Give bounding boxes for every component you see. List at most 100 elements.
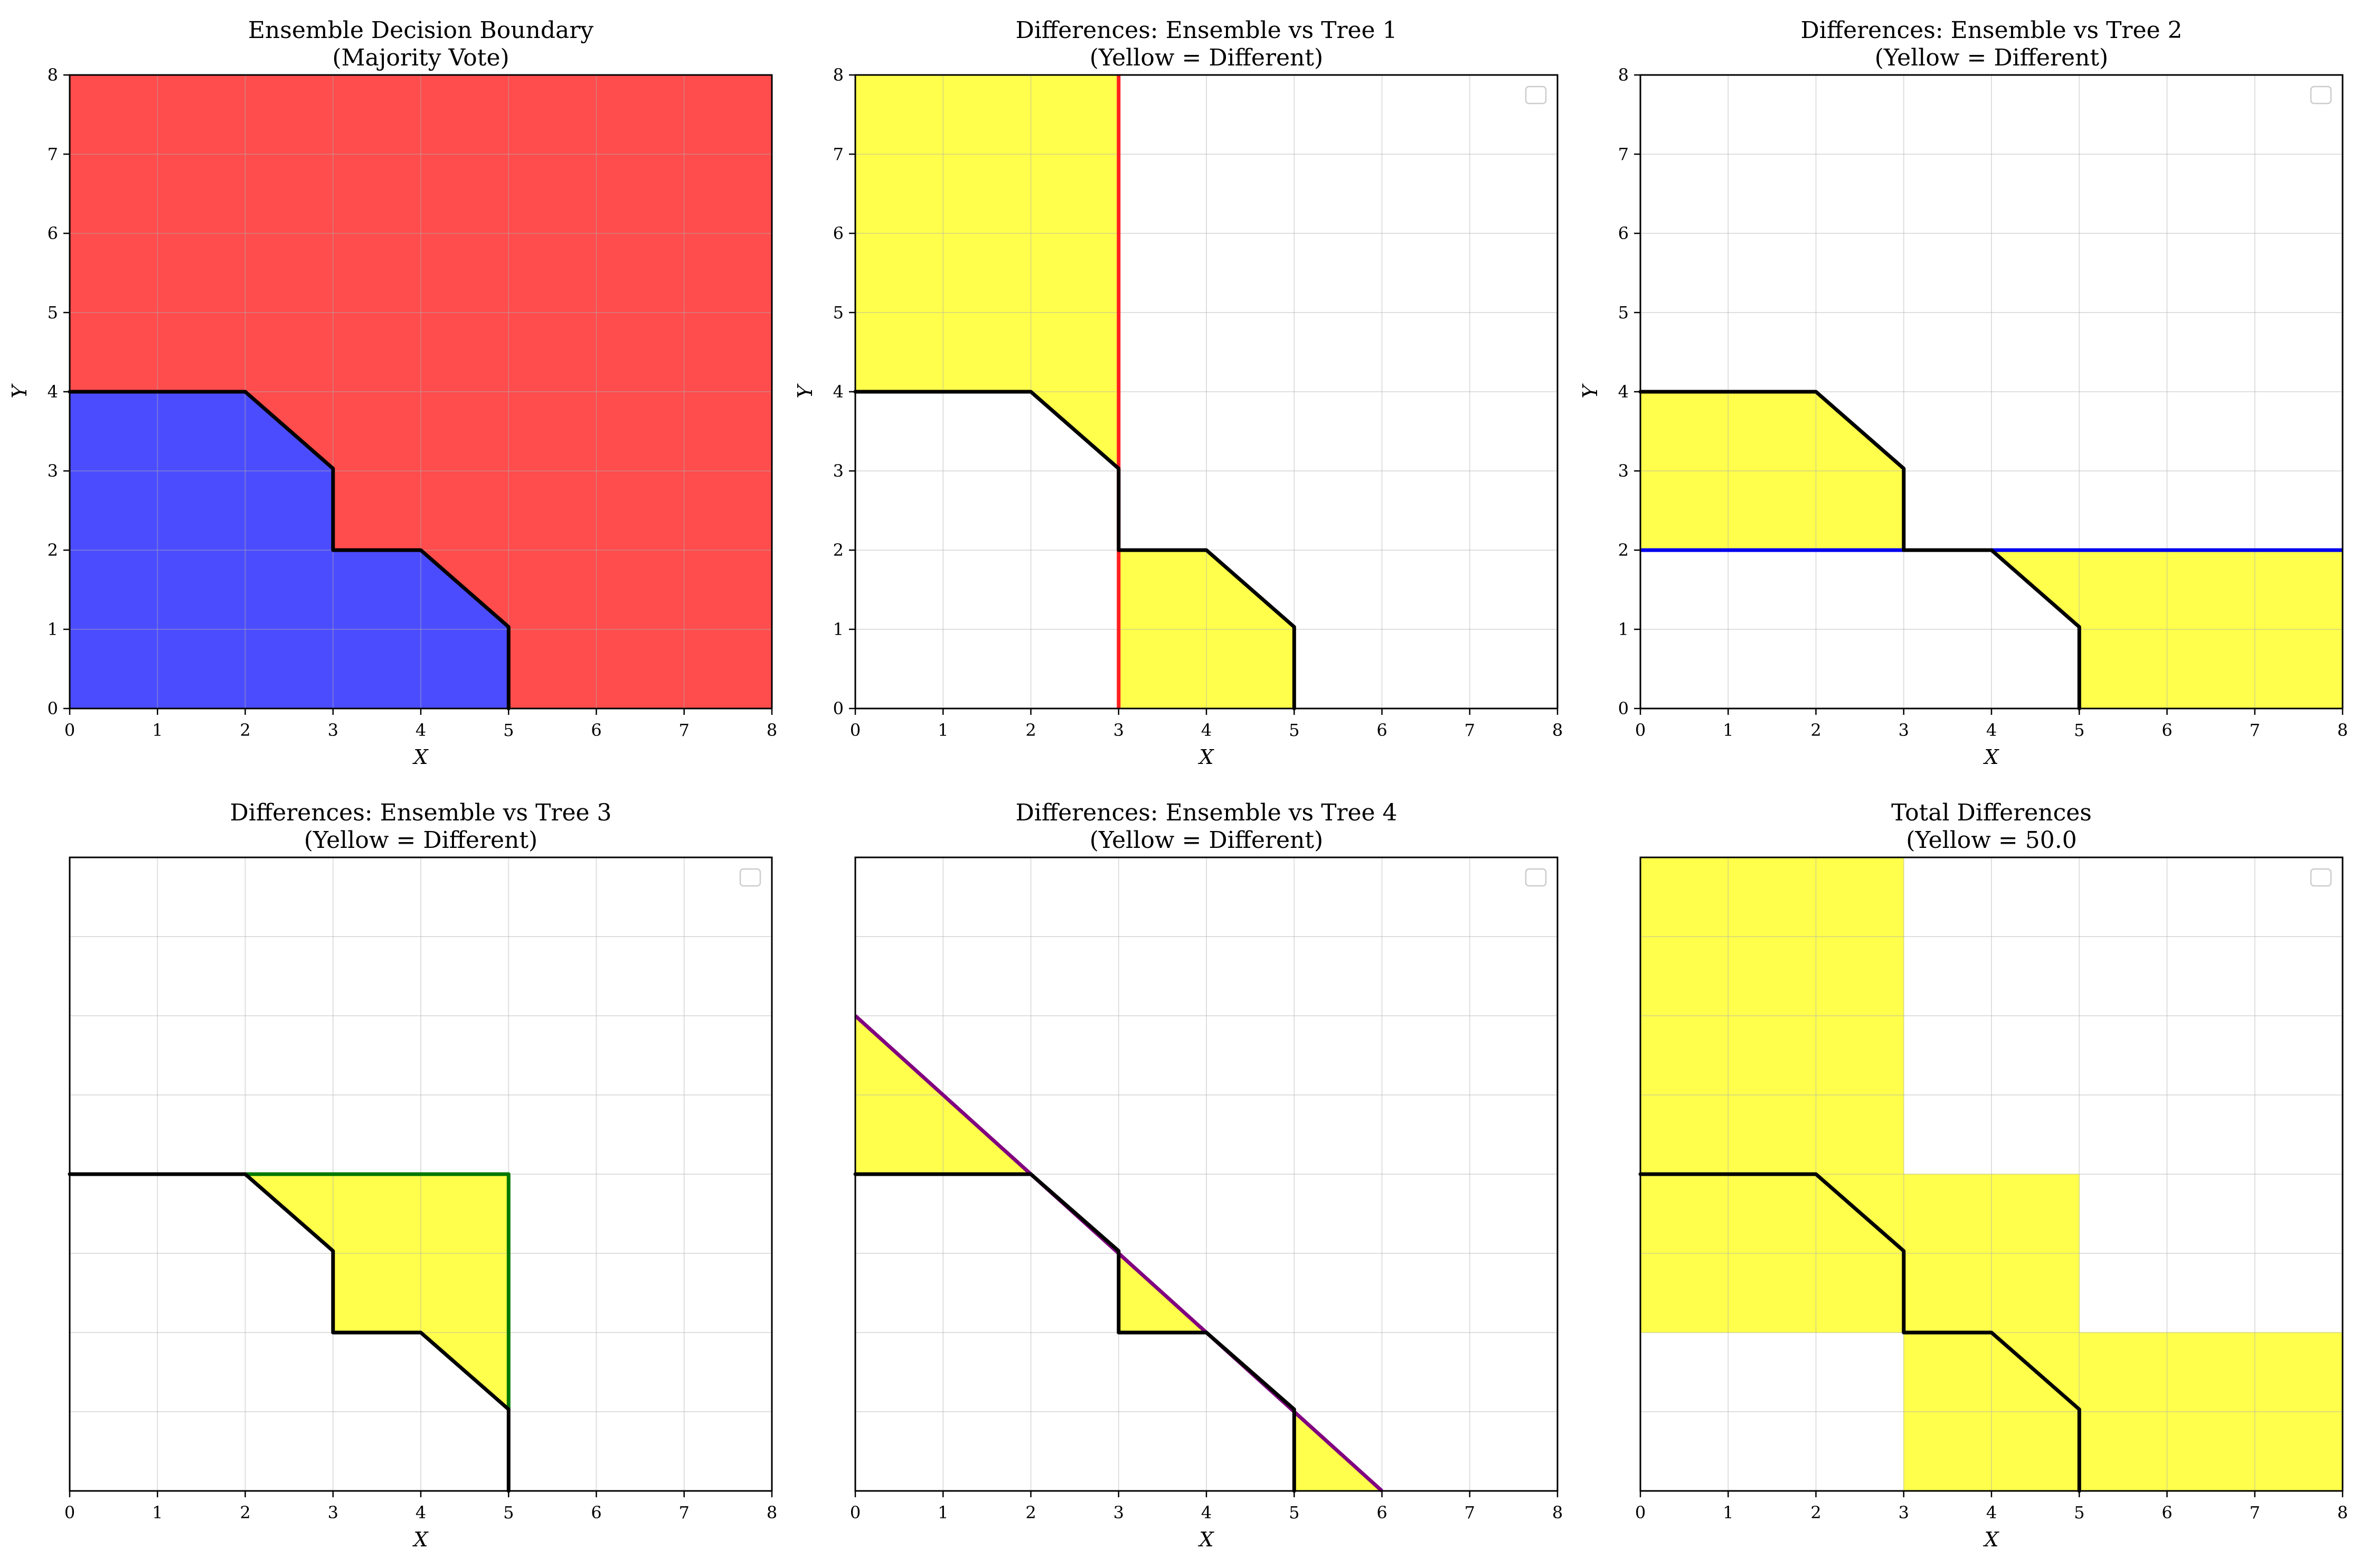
x-tick-label: 3 <box>1899 720 1909 740</box>
chart-title-line-2: (Yellow = 50.0 <box>1906 827 2077 854</box>
x-tick-label: 2 <box>1810 720 1821 740</box>
x-tick-label: 0 <box>1635 1503 1646 1523</box>
y-axis-label: Y <box>1579 383 1602 399</box>
subplot-2: 0 1 2 3 4 5 6 7 8 0 1 2 3 4 5 6 7 8 X Y Differences: Ensembl… <box>794 17 1563 769</box>
x-tick-label: 1 <box>938 1503 948 1523</box>
y-tick-label: 8 <box>1618 65 1629 85</box>
y-tick-label: 4 <box>48 382 58 402</box>
x-tick-label: 1 <box>152 1503 163 1523</box>
x-tick-label: 3 <box>1113 720 1124 740</box>
ensemble-boundary-line <box>853 390 1296 711</box>
legend-box <box>1525 86 1547 105</box>
y-tick-label: 5 <box>1618 303 1629 323</box>
x-tick-label: 2 <box>240 1503 250 1523</box>
y-axis-label: Y <box>794 383 817 399</box>
x-tick-label: 0 <box>64 1503 75 1523</box>
subplot-1: 0 1 2 3 4 5 6 7 8 0 1 2 3 4 5 6 7 8 X Y Ensemble Decision Bo… <box>8 17 777 769</box>
x-tick-label: 6 <box>2161 1503 2172 1523</box>
subplot-4: 0 1 2 3 4 5 6 7 8 X Differences: Ensemble vs Tree … <box>64 799 777 1551</box>
y-tick-label: 1 <box>833 619 844 639</box>
y-tick-label: 6 <box>48 223 58 243</box>
x-tick-label: 6 <box>591 720 601 740</box>
y-tick-label: 3 <box>1618 461 1629 481</box>
y-tick-label: 6 <box>833 223 844 243</box>
x-tick-label: 2 <box>1025 720 1036 740</box>
x-tick-label: 1 <box>1723 1503 1733 1523</box>
x-tick-label: 0 <box>1635 720 1646 740</box>
x-tick-label: 6 <box>591 1503 601 1523</box>
x-tick-label: 2 <box>240 720 250 740</box>
x-axis-label: X <box>1983 1528 1999 1551</box>
x-tick-label: 7 <box>679 1503 690 1523</box>
y-tick-label: 4 <box>833 382 844 402</box>
legend-box <box>739 868 761 887</box>
chart-title-line-2: (Yellow = Different) <box>304 827 537 854</box>
legend-box <box>1525 868 1547 887</box>
x-tick-label: 8 <box>2337 1503 2348 1523</box>
ensemble-boundary-line <box>1638 1172 2081 1493</box>
y-tick-label: 0 <box>1618 698 1629 719</box>
chart-title-line-2: (Majority Vote) <box>332 44 509 71</box>
x-axis-label: X <box>1983 745 1999 769</box>
x-tick-label: 7 <box>1465 720 1475 740</box>
y-tick-label: 7 <box>833 144 844 164</box>
x-tick-label: 7 <box>2250 1503 2260 1523</box>
ensemble-boundary-line <box>853 1172 1296 1493</box>
x-tick-label: 8 <box>767 1503 777 1523</box>
x-tick-label: 3 <box>328 720 338 740</box>
chart-title-line-2: (Yellow = Different) <box>1090 827 1323 854</box>
y-tick-label: 0 <box>833 698 844 719</box>
subplot-3: 0 1 2 3 4 5 6 7 8 0 1 2 3 4 5 6 7 8 X Y Differences: Ensembl… <box>1579 17 2348 769</box>
x-tick-label: 5 <box>2074 720 2084 740</box>
y-tick-label: 4 <box>1618 382 1629 402</box>
y-tick-label: 8 <box>48 65 58 85</box>
chart-title-line-1: Differences: Ensemble vs Tree 2 <box>1800 17 2182 44</box>
chart-title-line-1: Differences: Ensemble vs Tree 1 <box>1015 17 1397 44</box>
y-tick-label: 7 <box>48 144 58 164</box>
x-tick-label: 1 <box>152 720 163 740</box>
legend-box <box>2310 86 2332 105</box>
x-tick-label: 3 <box>328 1503 338 1523</box>
x-tick-label: 5 <box>503 1503 514 1523</box>
x-tick-label: 6 <box>2161 720 2172 740</box>
split-line-1 <box>245 1172 511 1410</box>
x-axis-label: X <box>1197 1528 1214 1551</box>
y-tick-label: 2 <box>48 540 58 560</box>
x-tick-label: 1 <box>1723 720 1733 740</box>
x-tick-label: 2 <box>1810 1503 1821 1523</box>
y-tick-label: 2 <box>833 540 844 560</box>
ensemble-boundary-line <box>68 1172 511 1493</box>
chart-title-line-2: (Yellow = Different) <box>1875 44 2108 71</box>
x-tick-label: 5 <box>2074 1503 2084 1523</box>
chart-title-line-1: Differences: Ensemble vs Tree 4 <box>1015 799 1397 826</box>
x-tick-label: 4 <box>1201 1503 1212 1523</box>
y-tick-label: 5 <box>833 303 844 323</box>
x-tick-label: 8 <box>2337 720 2348 740</box>
x-tick-label: 5 <box>1289 1503 1299 1523</box>
y-tick-label: 6 <box>1618 223 1629 243</box>
x-axis-label: X <box>412 745 429 769</box>
x-tick-label: 6 <box>1376 1503 1387 1523</box>
x-tick-label: 0 <box>850 720 861 740</box>
x-tick-label: 8 <box>767 720 777 740</box>
x-tick-label: 7 <box>2250 720 2260 740</box>
x-tick-label: 8 <box>1552 720 1563 740</box>
x-tick-label: 2 <box>1025 1503 1036 1523</box>
x-axis-label: X <box>412 1528 429 1551</box>
x-tick-label: 1 <box>938 720 948 740</box>
x-tick-label: 4 <box>1201 720 1212 740</box>
subplot-5: 0 1 2 3 4 5 6 7 8 X Differences: Ensemble vs Tree … <box>850 799 1563 1551</box>
legend-box <box>2310 868 2332 887</box>
y-tick-label: 8 <box>833 65 844 85</box>
x-tick-label: 4 <box>416 1503 426 1523</box>
x-tick-label: 4 <box>1986 1503 1997 1523</box>
y-tick-label: 2 <box>1618 540 1629 560</box>
x-axis-label: X <box>1197 745 1214 769</box>
x-tick-label: 0 <box>850 1503 861 1523</box>
x-tick-label: 5 <box>1289 720 1299 740</box>
chart-title-line-1: Total Differences <box>1891 799 2092 826</box>
ensemble-boundary-line <box>1638 390 2081 711</box>
x-tick-label: 4 <box>1986 720 1997 740</box>
x-tick-label: 3 <box>1899 1503 1909 1523</box>
